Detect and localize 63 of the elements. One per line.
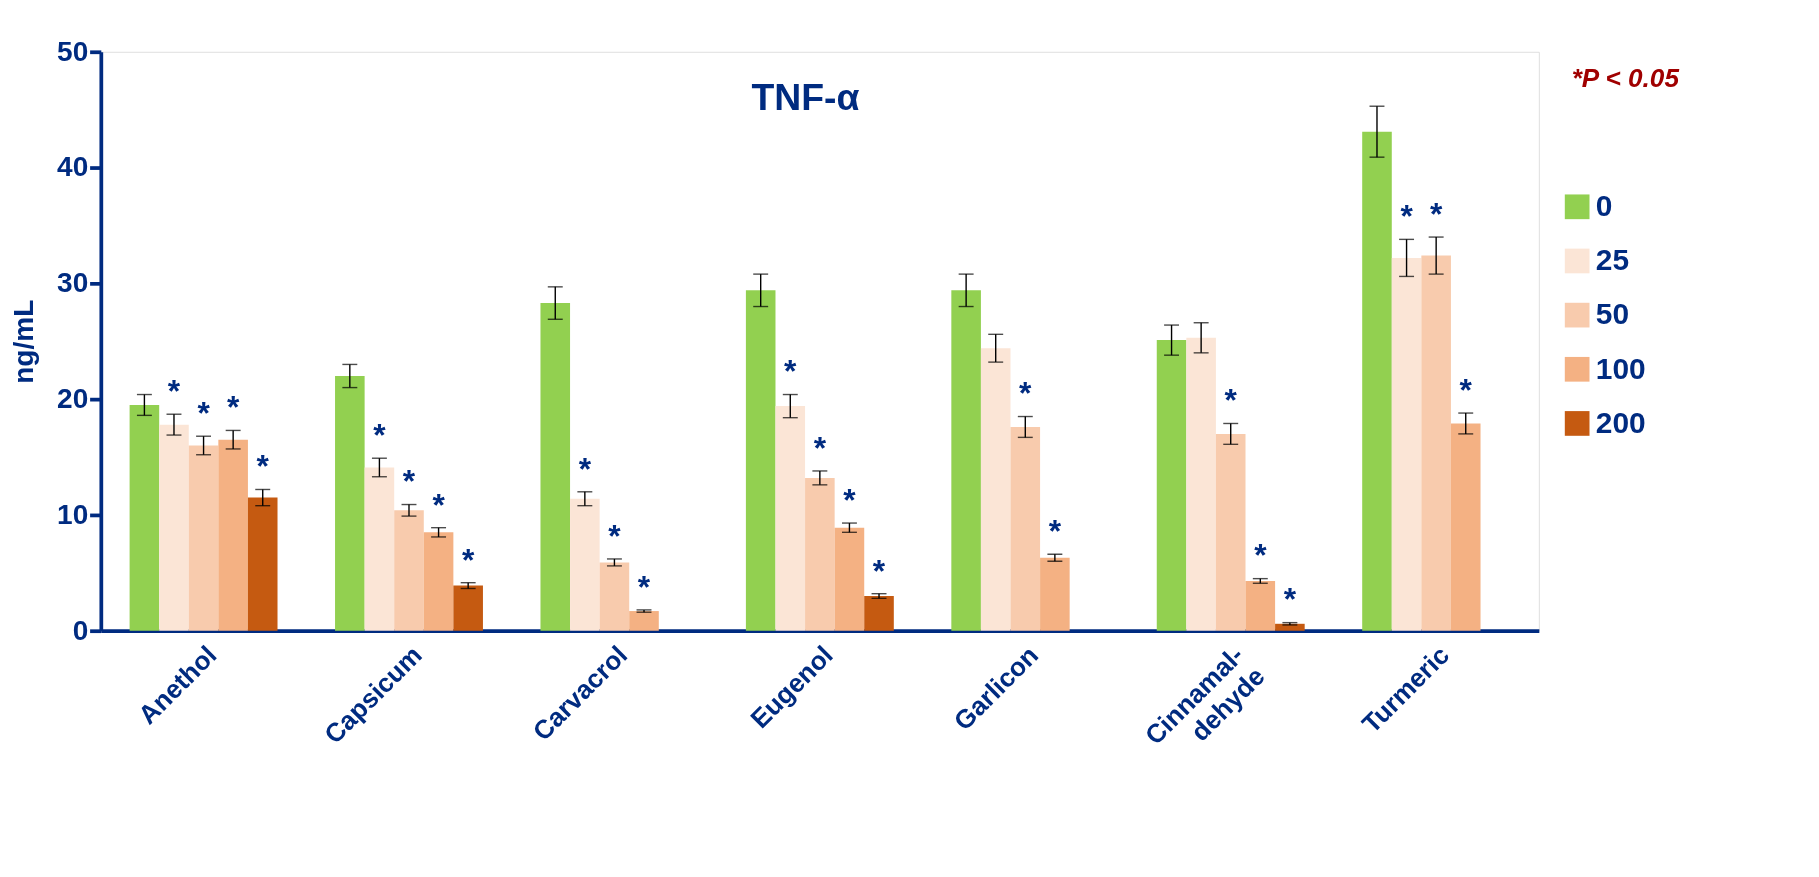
data-label: * <box>1048 513 1062 550</box>
data-label: * <box>608 517 622 554</box>
bar <box>218 439 248 631</box>
data-label: * <box>226 389 240 426</box>
data-label: * <box>461 541 475 578</box>
data-label: * <box>1224 382 1238 419</box>
data-label: * <box>784 353 798 390</box>
bar <box>129 404 160 631</box>
data-label: * <box>432 486 446 523</box>
data-label: * <box>1254 537 1268 574</box>
bar <box>745 290 776 631</box>
bar <box>1215 433 1246 631</box>
bar <box>629 611 659 631</box>
bar <box>423 532 454 631</box>
data-label: * <box>256 448 270 485</box>
bar <box>159 424 189 631</box>
bar <box>1186 337 1216 631</box>
bar <box>775 406 806 631</box>
bar <box>247 497 278 631</box>
data-label: * <box>843 481 857 518</box>
legend-label: 100 <box>1595 351 1646 385</box>
bar <box>834 527 865 631</box>
data-label: * <box>1400 198 1414 235</box>
y-tick-label: 40 <box>57 151 89 183</box>
bar <box>1156 340 1187 631</box>
data-label: * <box>373 417 387 454</box>
data-label: * <box>1283 581 1297 618</box>
bar <box>394 510 424 631</box>
y-tick-label: 0 <box>72 614 89 646</box>
legend-label: 200 <box>1595 405 1646 439</box>
data-label: * <box>1429 195 1443 232</box>
bar <box>1362 131 1392 631</box>
y-tick-label: 30 <box>57 267 89 299</box>
data-label: * <box>1019 375 1033 412</box>
bar <box>364 467 395 631</box>
data-label: * <box>197 395 211 432</box>
legend-label: 50 <box>1595 297 1630 331</box>
bar <box>1450 423 1481 631</box>
bar <box>1391 257 1422 631</box>
data-label: * <box>637 568 651 605</box>
bar <box>980 348 1011 631</box>
data-label: * <box>167 373 181 410</box>
bar <box>188 445 219 631</box>
legend-label: 25 <box>1595 243 1630 277</box>
y-tick-label: 20 <box>57 383 89 415</box>
bar <box>540 303 571 631</box>
y-tick-label: 50 <box>57 35 89 67</box>
bar <box>570 498 600 631</box>
data-label: * <box>813 429 827 466</box>
data-label: * <box>402 463 416 500</box>
bar <box>805 477 835 631</box>
bar <box>335 376 365 631</box>
text: *P < 0.05 <box>1571 63 1680 94</box>
y-tick-label: 10 <box>57 498 89 530</box>
data-label: * <box>1459 371 1473 408</box>
bar <box>1421 255 1451 631</box>
y-axis-title: ng/mL <box>7 299 39 384</box>
text: TNF-α <box>751 75 860 118</box>
data-label: * <box>872 552 886 589</box>
data-label: * <box>578 450 592 487</box>
bar <box>951 290 981 631</box>
bar <box>1010 426 1041 631</box>
legend-label: 0 <box>1595 189 1613 223</box>
